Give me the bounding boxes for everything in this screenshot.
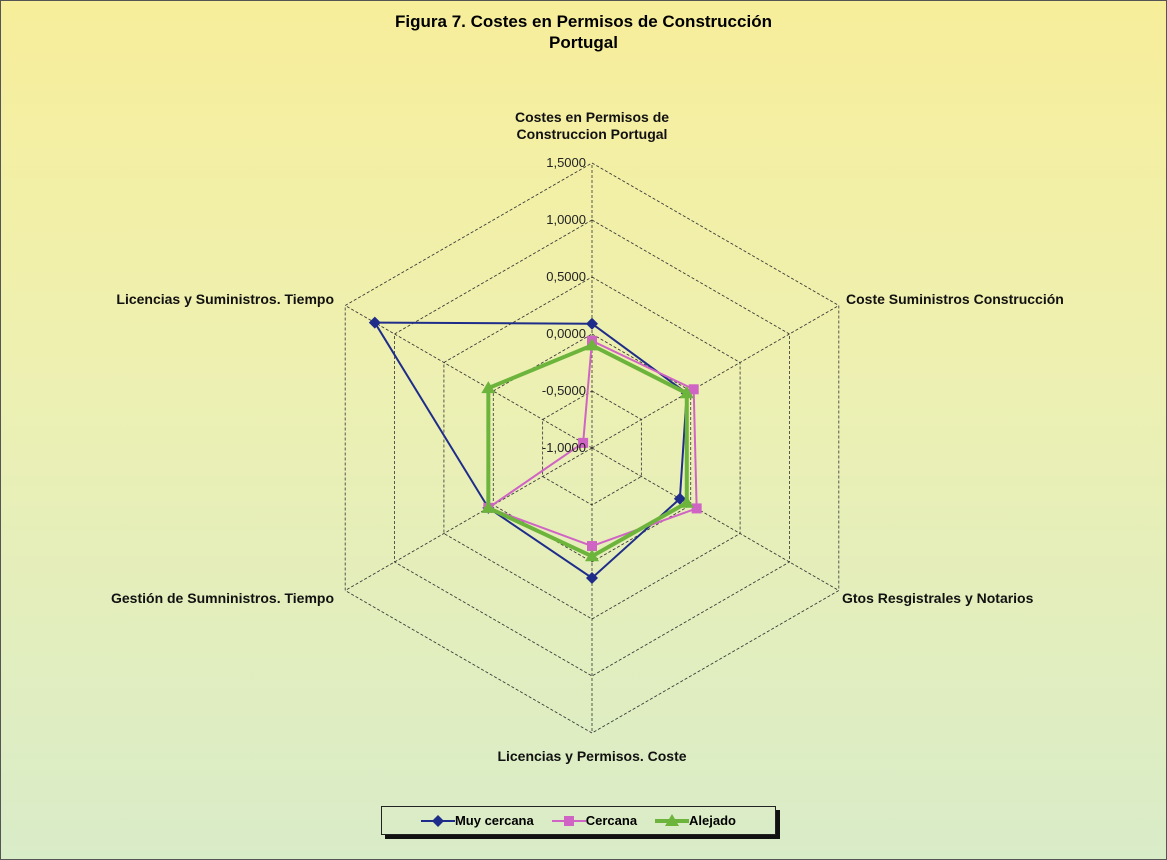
legend-text: Muy cercana — [454, 813, 534, 828]
marker — [688, 384, 699, 395]
marker — [665, 813, 680, 826]
marker — [431, 814, 444, 827]
grid-ring — [492, 333, 692, 563]
axis-label: Gtos Resgistrales y Notarios — [842, 590, 1034, 606]
marker — [481, 381, 496, 394]
marker — [679, 386, 694, 399]
axis-label: Licencias y Permisos. Coste — [497, 748, 687, 764]
grid-ring — [344, 162, 840, 734]
legend-item: Muy cercana — [420, 813, 534, 828]
legend: Muy cercana Cercana Alejado — [381, 806, 776, 835]
grid-ring — [542, 390, 642, 506]
marker — [578, 437, 589, 448]
spoke — [591, 305, 840, 449]
spoke — [344, 305, 593, 449]
axis-tick-label: 1,0000 — [546, 212, 586, 227]
legend-swatch — [655, 813, 690, 826]
spoke — [591, 447, 840, 591]
marker — [679, 495, 694, 508]
legend-item: Cercana — [551, 813, 638, 828]
grid-ring — [443, 276, 741, 620]
axis-tick-label: 1,5000 — [546, 155, 586, 170]
legend-item: Alejado — [655, 813, 736, 828]
axis-label: Costes en Permisos de Construccion Portu… — [514, 109, 670, 142]
axis-tick-label: -0,5000 — [541, 383, 586, 398]
axis-tick-label: 0,0000 — [546, 326, 586, 341]
axis-tick-label: -1,0000 — [541, 440, 586, 455]
legend-swatch — [551, 815, 586, 826]
marker — [691, 503, 702, 514]
marker — [585, 549, 599, 562]
marker — [563, 815, 574, 826]
axis-tick-label: 0,5000 — [546, 269, 586, 284]
grid-ring — [394, 219, 790, 677]
axis-label: Coste Suministros Construcción — [846, 291, 1064, 307]
spoke — [344, 447, 593, 591]
marker — [481, 500, 496, 513]
legend-swatch — [420, 814, 455, 827]
chart-title: Figura 7. Costes en Permisos de Construc… — [395, 12, 772, 52]
marker — [673, 492, 686, 505]
marker — [585, 338, 599, 351]
legend-text: Alejado — [689, 813, 737, 828]
axis-label: Licencias y Suministros. Tiempo — [116, 291, 334, 307]
marker — [586, 317, 598, 330]
marker — [587, 541, 597, 552]
marker — [368, 316, 381, 329]
marker — [586, 571, 598, 584]
legend-text: Cercana — [585, 813, 638, 828]
axis-label: Gestión de Sumninistros. Tiempo — [111, 590, 334, 606]
